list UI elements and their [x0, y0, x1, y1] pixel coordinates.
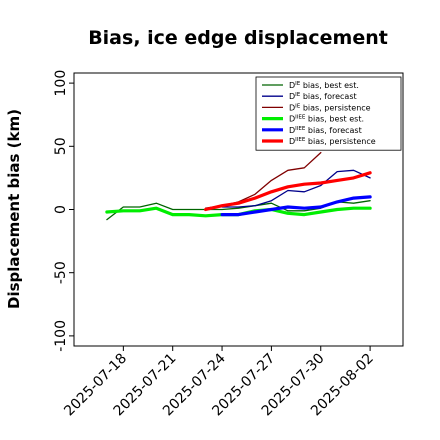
legend-box: [255, 76, 402, 151]
series-line-3: [204, 151, 322, 209]
chart-title: Bias, ice edge displacement: [88, 27, 388, 49]
legend-label: DIIEE bias, persistence: [289, 137, 376, 146]
legend: DIE bias, best est. DIE bias, forecast DIE…: [255, 76, 402, 151]
y-tick-label: 100: [53, 70, 69, 97]
legend-label: DIIEE bias, best est.: [289, 115, 364, 124]
y-tick-label: -50: [53, 261, 69, 284]
y-axis-label: Displacement bias (km): [5, 109, 23, 309]
legend-label: DIIEE bias, forecast: [289, 126, 362, 135]
legend-label: DIE bias, forecast: [289, 92, 357, 101]
series-layer: [105, 151, 372, 221]
legend-label: DIE bias, persistence: [289, 103, 371, 112]
series-line-6: [204, 171, 372, 212]
y-tick-label: -100: [53, 320, 69, 352]
y-tick-label: 0: [53, 205, 69, 214]
series-line-2: [221, 169, 371, 208]
y-tick-label: 50: [53, 137, 69, 155]
legend-label: DIE bias, best est.: [289, 81, 359, 90]
series-line-5: [220, 195, 372, 217]
